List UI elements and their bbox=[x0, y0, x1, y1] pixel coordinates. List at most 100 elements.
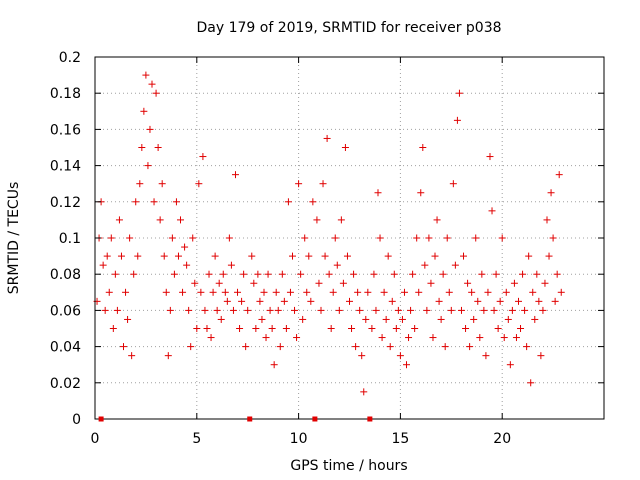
data-point bbox=[335, 306, 343, 314]
axis-ticks: 0 0.02 0.04 0.06 0.08 0.1 0.12 0.14 0.16 0.18 0.2 0… bbox=[50, 50, 604, 447]
data-point bbox=[470, 315, 478, 323]
data-point bbox=[437, 315, 445, 323]
data-point bbox=[557, 288, 565, 296]
data-point bbox=[372, 306, 380, 314]
data-point bbox=[276, 343, 284, 351]
data-point bbox=[177, 216, 185, 224]
data-point bbox=[268, 325, 276, 332]
data-point bbox=[343, 252, 351, 260]
data-point bbox=[535, 297, 543, 305]
data-point bbox=[354, 288, 362, 296]
data-point bbox=[134, 252, 142, 260]
data-point bbox=[370, 270, 378, 278]
data-point bbox=[519, 270, 527, 278]
data-point bbox=[411, 325, 419, 332]
data-point bbox=[427, 279, 435, 287]
data-point bbox=[150, 198, 158, 206]
data-point bbox=[234, 288, 242, 296]
data-point bbox=[187, 343, 195, 351]
data-point bbox=[386, 343, 394, 351]
data-point bbox=[323, 134, 331, 142]
data-point bbox=[527, 379, 535, 387]
data-point bbox=[346, 297, 353, 305]
data-point bbox=[555, 171, 563, 179]
data-point bbox=[156, 216, 164, 224]
x-tick-label: 10 bbox=[290, 431, 308, 447]
data-point bbox=[217, 315, 225, 323]
data-point bbox=[529, 288, 537, 296]
data-point bbox=[325, 270, 333, 278]
data-point bbox=[113, 306, 121, 314]
zero-marker bbox=[312, 416, 318, 422]
data-point bbox=[270, 361, 278, 369]
data-point bbox=[407, 306, 415, 314]
data-point bbox=[368, 325, 376, 332]
data-point bbox=[394, 306, 402, 314]
data-point bbox=[231, 171, 239, 179]
data-point bbox=[223, 297, 231, 305]
data-point bbox=[181, 243, 189, 251]
data-point bbox=[392, 325, 400, 332]
data-point bbox=[293, 334, 301, 342]
data-point bbox=[242, 343, 250, 351]
data-point bbox=[103, 252, 111, 260]
data-point bbox=[439, 270, 447, 278]
data-point bbox=[337, 216, 345, 224]
y-tick-label: 0.02 bbox=[50, 376, 81, 392]
data-point bbox=[107, 234, 115, 242]
data-point bbox=[229, 306, 237, 314]
data-point bbox=[317, 306, 325, 314]
data-point bbox=[453, 116, 461, 124]
data-point bbox=[258, 315, 266, 323]
data-point bbox=[105, 288, 113, 296]
data-point bbox=[443, 234, 451, 242]
data-point bbox=[457, 306, 465, 314]
x-tick-label: 20 bbox=[493, 431, 511, 447]
data-point bbox=[498, 234, 506, 242]
data-point bbox=[545, 252, 553, 260]
data-point bbox=[260, 288, 268, 296]
data-point bbox=[433, 216, 441, 224]
data-point bbox=[191, 279, 199, 287]
data-point bbox=[451, 261, 459, 269]
data-point bbox=[490, 306, 498, 314]
data-point bbox=[486, 153, 494, 161]
data-point bbox=[130, 270, 138, 278]
data-point bbox=[388, 297, 396, 305]
data-point bbox=[282, 325, 290, 332]
data-point bbox=[215, 279, 223, 287]
data-point bbox=[286, 288, 294, 296]
data-point bbox=[248, 252, 256, 260]
data-point bbox=[122, 288, 130, 296]
data-point bbox=[466, 343, 474, 351]
data-point bbox=[185, 306, 193, 314]
data-point bbox=[236, 325, 244, 332]
data-point bbox=[221, 288, 229, 296]
data-point bbox=[307, 297, 315, 305]
data-point bbox=[179, 288, 187, 296]
zero-marker bbox=[98, 416, 104, 422]
data-point bbox=[284, 198, 292, 206]
data-point bbox=[280, 297, 288, 305]
data-point bbox=[435, 297, 443, 305]
data-point bbox=[274, 306, 282, 314]
data-point bbox=[115, 216, 123, 224]
data-point bbox=[225, 234, 233, 242]
data-point bbox=[272, 288, 280, 296]
data-point bbox=[341, 144, 349, 151]
data-point bbox=[158, 180, 166, 188]
data-point bbox=[266, 306, 274, 314]
data-point bbox=[449, 180, 457, 188]
zero-marker bbox=[247, 416, 253, 422]
data-point bbox=[295, 180, 303, 188]
zero-markers bbox=[98, 416, 373, 422]
data-point bbox=[384, 252, 392, 260]
data-point bbox=[531, 315, 539, 323]
data-point bbox=[164, 352, 172, 360]
data-point bbox=[504, 315, 512, 323]
data-point bbox=[160, 252, 168, 260]
data-point bbox=[207, 334, 215, 342]
data-point bbox=[132, 198, 140, 206]
data-point bbox=[117, 252, 125, 260]
data-point bbox=[256, 297, 264, 305]
